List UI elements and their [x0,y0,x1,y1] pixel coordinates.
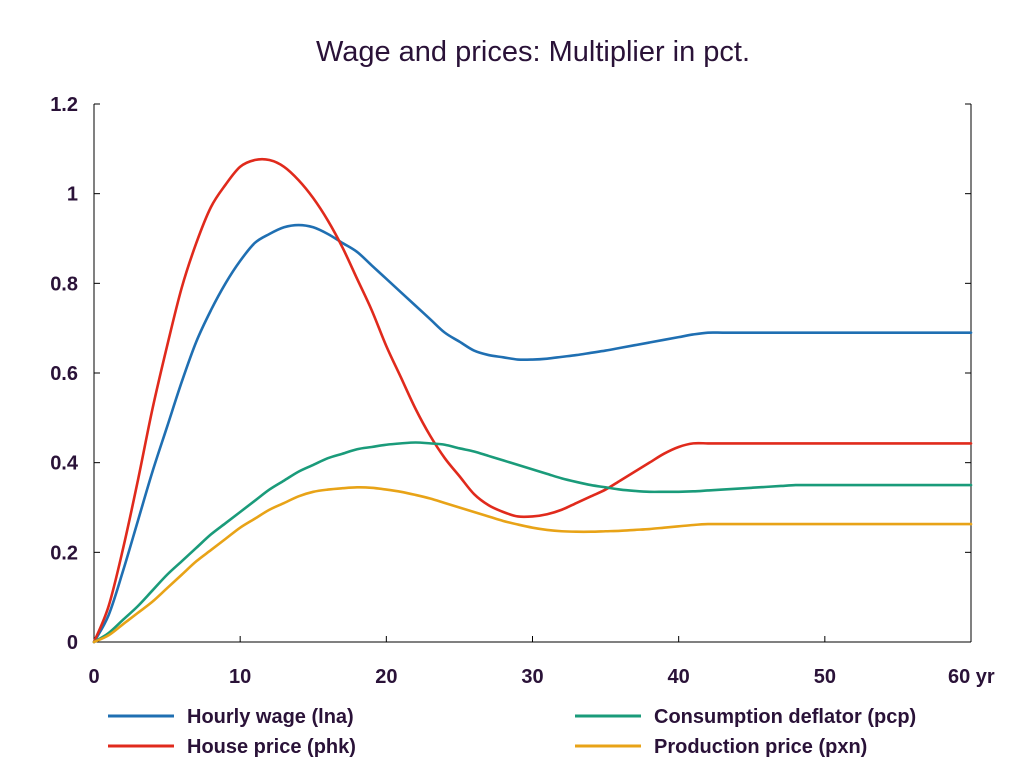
x-tick-label: 30 [521,666,543,688]
legend: Hourly wage (lna) House price (phk) Consum… [108,706,916,758]
series-line-2 [92,441,973,644]
series-line-0 [92,223,973,644]
y-tick-label: 0 [67,632,78,654]
y-tick-label: 0.2 [50,542,78,564]
axis-ticks [94,103,971,642]
y-tick-label: 0.6 [50,363,78,385]
series-line-1 [92,157,973,644]
x-tick-label: 0 [88,666,99,688]
series-line-3 [92,486,973,644]
series-group [92,157,973,644]
y-tick-label: 1.2 [50,94,78,116]
legend-label-2: Consumption deflator (pcp) [654,706,916,728]
legend-label-0: Hourly wage (lna) [187,706,354,728]
legend-label-3: Production price (pxn) [654,736,867,758]
x-tick-label: 20 [375,666,397,688]
x-tick-label: 60 yr [948,666,995,688]
y-tick-label: 0.8 [50,273,78,295]
axis-tick-labels: 0 0.2 0.4 0.6 0.8 1 1.2 0 10 20 30 40 50 60 yr [50,94,995,688]
x-tick-label: 50 [814,666,836,688]
x-tick-label: 40 [668,666,690,688]
y-tick-label: 1 [67,184,78,206]
legend-label-1: House price (phk) [187,736,356,758]
y-tick-label: 0.4 [50,453,79,475]
chart-title: Wage and prices: Multiplier in pct. [316,36,750,68]
x-tick-label: 10 [229,666,251,688]
